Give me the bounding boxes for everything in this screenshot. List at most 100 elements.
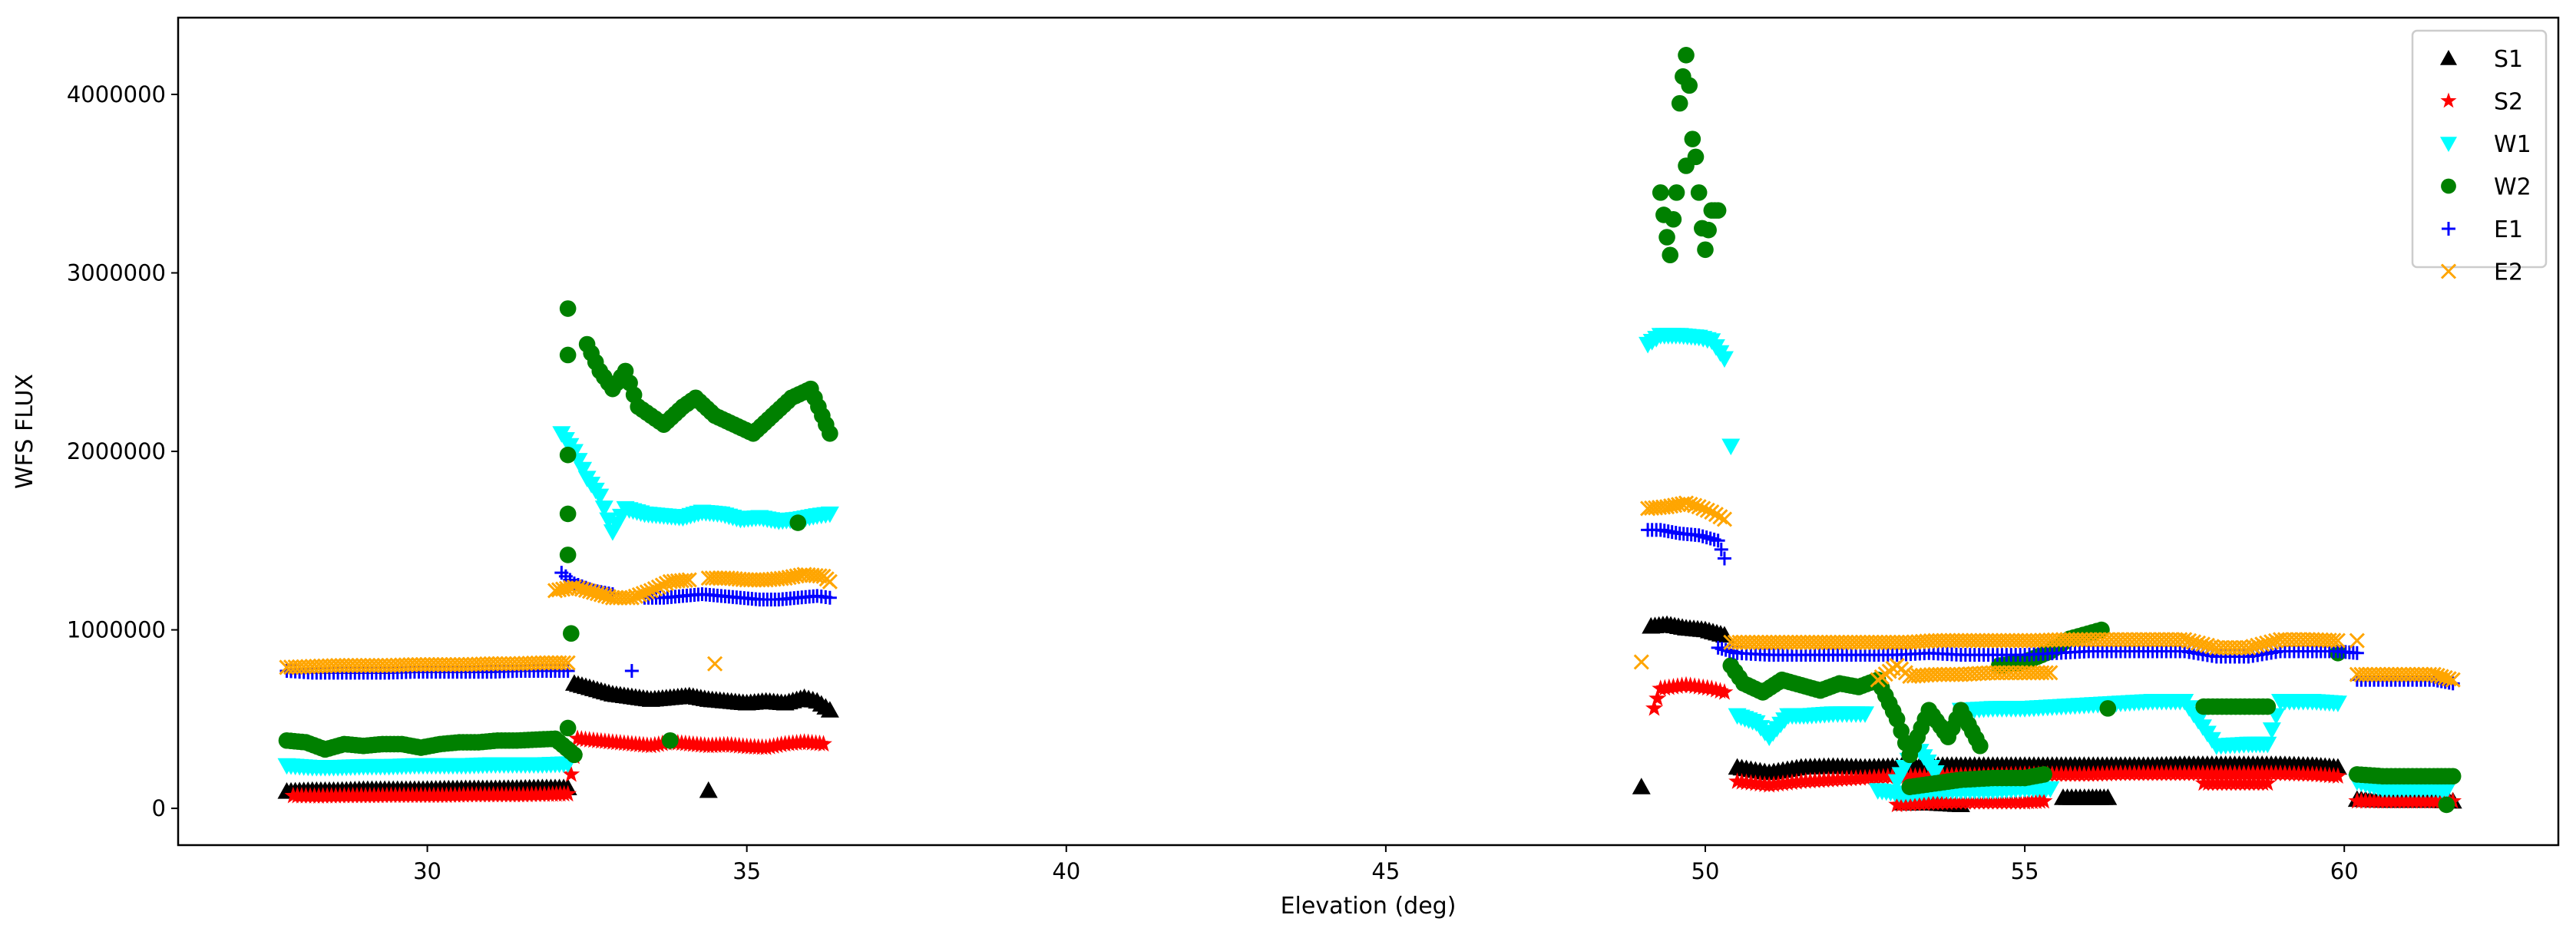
data-point: [590, 488, 610, 506]
data-point-fill: [574, 461, 593, 479]
data-point-fill: [2264, 634, 2280, 650]
data-point: [706, 656, 723, 672]
data-point: [2259, 698, 2277, 715]
legend-entry-s2: S2: [2440, 89, 2523, 116]
legend-entry-e2: E2: [2440, 259, 2523, 286]
data-point-fill: [654, 577, 670, 593]
data-point: [559, 505, 577, 523]
data-point: [559, 547, 577, 563]
legend-label: E2: [2494, 259, 2523, 286]
data-point: [559, 446, 577, 464]
data-point: [1645, 699, 1663, 716]
legend-marker-icon: [2442, 222, 2455, 236]
data-point-fill: [1708, 507, 1724, 523]
data-point: [2349, 646, 2364, 660]
data-point-fill: [2190, 635, 2207, 651]
y-axis: 0 1000000 2000000 3000000 4000000: [67, 81, 178, 821]
plot-frame: [177, 16, 2560, 847]
data-point: [2041, 781, 2060, 798]
data-point: [1662, 246, 1679, 264]
data-point: [1972, 737, 1989, 755]
data-point: [1691, 499, 1707, 515]
data-point: [1716, 511, 1733, 527]
data-point-fill: [2194, 636, 2211, 652]
legend-label: W1: [2494, 131, 2531, 158]
data-point: [1704, 504, 1720, 520]
data-point: [1678, 47, 1695, 64]
data-point: [2035, 791, 2053, 809]
x-axis: 30 35 40 45 50 55 60: [413, 845, 2359, 884]
legend-box: [2411, 29, 2548, 269]
data-point: [2330, 632, 2346, 649]
data-point-fill: [1714, 542, 1728, 557]
data-point-fill: [2254, 636, 2270, 652]
data-point: [2438, 796, 2455, 814]
legend-entry-w1: W1: [2440, 131, 2531, 158]
data-point: [1711, 533, 1725, 548]
data-point: [559, 300, 577, 317]
data-point: [559, 719, 577, 737]
data-point-fill: [639, 584, 655, 600]
data-point-fill: [650, 579, 666, 595]
data-point: [1671, 94, 1688, 112]
data-point: [2258, 774, 2277, 791]
data-point: [624, 664, 639, 679]
data-point: [1652, 184, 1669, 201]
legend: S1 S2 W1 W2 E1 E2: [2411, 29, 2548, 286]
data-point: [2098, 788, 2118, 805]
data-point: [566, 746, 583, 764]
data-point: [2328, 695, 2347, 712]
data-point-fill: [1687, 497, 1703, 514]
legend-label: S1: [2494, 46, 2523, 73]
data-point-fill: [1700, 221, 1717, 239]
legend-label: E1: [2494, 216, 2523, 243]
data-point: [1721, 438, 1741, 456]
y-tick-label: 3000000: [67, 260, 166, 286]
data-point: [1632, 778, 1651, 794]
legend-marker-icon: [2441, 178, 2456, 194]
x-tick-label: 40: [1052, 858, 1080, 884]
data-point: [1678, 157, 1695, 174]
data-point-fill: [2199, 637, 2215, 653]
data-point: [1697, 241, 1714, 259]
data-point: [1684, 130, 1701, 147]
data-point-fill: [594, 500, 613, 517]
x-tick-label: 35: [732, 858, 761, 884]
data-point-fill: [1682, 496, 1698, 513]
data-point: [560, 655, 576, 671]
y-tick-label: 0: [152, 795, 166, 821]
data-point: [643, 583, 659, 599]
legend-entry-w2: W2: [2441, 174, 2531, 201]
data-point-fill: [1695, 500, 1711, 517]
data-point: [1665, 210, 1682, 228]
x-tick-label: 55: [2011, 858, 2039, 884]
x-tick-label: 45: [1371, 858, 1400, 884]
x-tick-label: 60: [2330, 858, 2359, 884]
data-point: [699, 781, 718, 798]
data-point: [2445, 672, 2461, 688]
data-point: [1715, 683, 1734, 700]
x-tick-label: 50: [1691, 858, 1720, 884]
data-point: [822, 590, 837, 605]
data-point-fill: [556, 655, 572, 671]
data-point: [1717, 551, 1731, 566]
data-point: [1633, 654, 1649, 670]
data-point: [559, 784, 577, 802]
data-point-fill: [2326, 632, 2342, 649]
legend-marker-icon: [2440, 263, 2457, 279]
data-point-fill: [1712, 509, 1728, 525]
data-point-fill: [2441, 671, 2457, 687]
data-point: [562, 765, 580, 782]
data-point: [2099, 700, 2117, 717]
legend-entry-s1: S1: [2440, 46, 2523, 73]
series-w1: [277, 328, 2456, 804]
data-point: [563, 625, 580, 642]
data-point: [822, 424, 838, 442]
data-point-fill: [2181, 632, 2197, 649]
x-axis-label: Elevation (deg): [1281, 893, 1457, 920]
data-point-fill: [2250, 637, 2266, 653]
data-point-fill: [599, 512, 618, 530]
data-point: [1668, 184, 1685, 201]
data-point: [2329, 767, 2347, 784]
